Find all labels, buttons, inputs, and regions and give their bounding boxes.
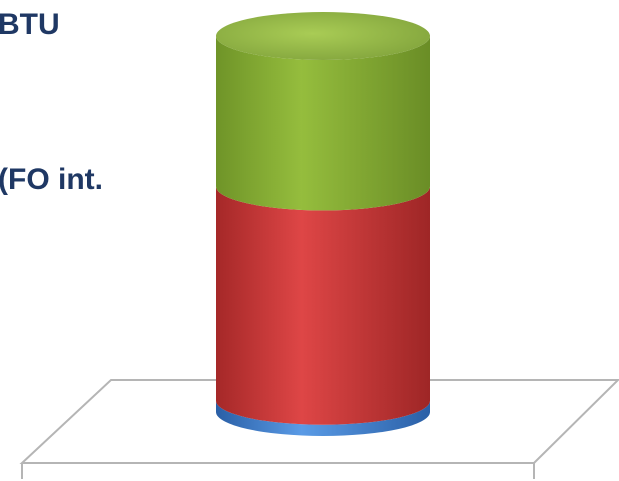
legend-label-btu: BTU	[0, 8, 60, 41]
bar-segment-red	[216, 186, 430, 425]
bar-segment-blue	[216, 400, 430, 436]
legend-label-fo-int: (FO int.	[0, 163, 103, 196]
floor-plane	[19, 379, 619, 464]
bar-segment-green	[216, 36, 430, 211]
cylinder-top-cap	[216, 12, 430, 60]
